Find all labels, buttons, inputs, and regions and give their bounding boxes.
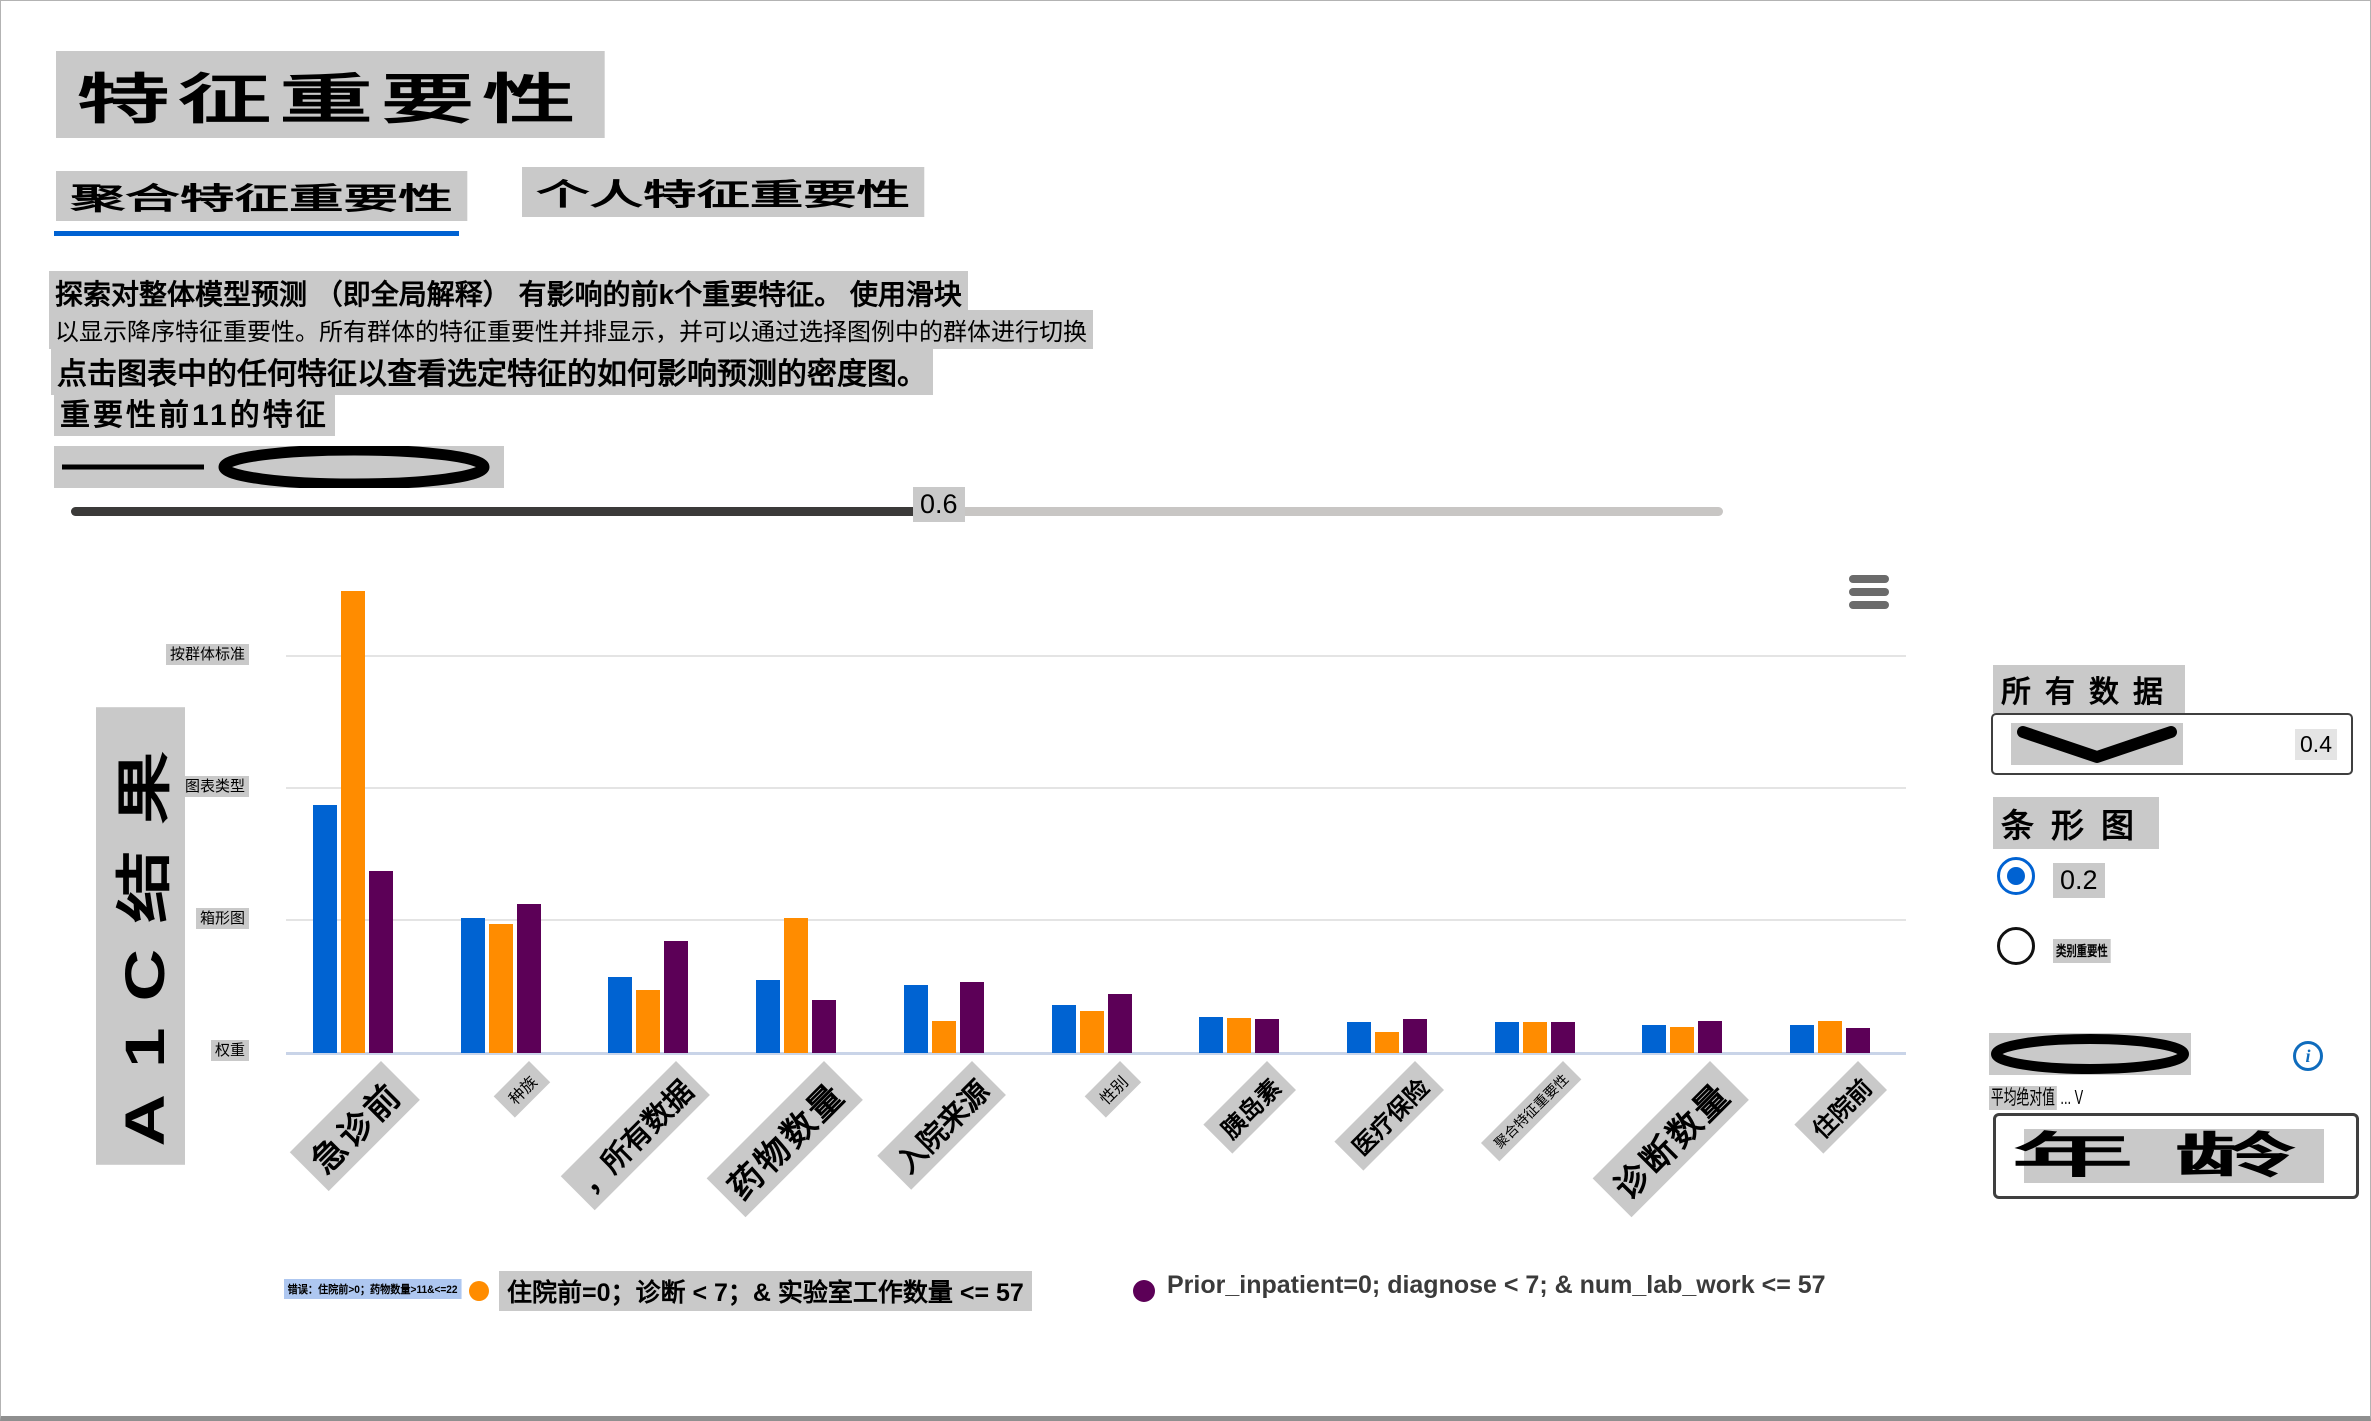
x-label-text[interactable]: 急诊前 [289, 1061, 420, 1192]
x-label-text[interactable]: 诊断数量 [1592, 1061, 1749, 1218]
radio-bar-chart[interactable] [1997, 857, 2035, 895]
x-label-text[interactable]: 聚合特征重要性 [1480, 1061, 1582, 1162]
gridline-0.2 [286, 919, 1906, 921]
bar-chart-plot-area [286, 586, 1906, 1055]
y-tick-label-2: 箱形图 [59, 907, 249, 929]
bar-药物数量-series1[interactable] [756, 980, 780, 1053]
bar-住院前-series3[interactable] [1846, 1028, 1870, 1053]
bar-性别-series2[interactable] [1080, 1011, 1104, 1053]
bar-性别-series1[interactable] [1052, 1005, 1076, 1053]
metric-selector-label[interactable]: 平均绝对值 ... V [1989, 1081, 2083, 1110]
page-title: 特征重要性 [56, 51, 605, 138]
bar-聚合特征重要性-series2[interactable] [1523, 1022, 1547, 1053]
gridline-0.6 [286, 655, 1906, 657]
stretched-ellipse-glyph [1989, 1033, 2191, 1075]
active-tab-underline [54, 231, 459, 236]
bar-医疗保险-series3[interactable] [1403, 1019, 1427, 1053]
legend-dot-purple[interactable] [1133, 1280, 1155, 1302]
slider-fill [71, 507, 923, 516]
chart-type-heading: 条形图 [1993, 797, 2159, 849]
y-tick-label-3: 权重 [59, 1039, 249, 1061]
description-line-2: 以显示降序特征重要性。所有群体的特征重要性并排显示，并可以通过选择图例中的群体进… [49, 310, 1093, 349]
legend-item-error-cohort[interactable]: 错误：住院前>0；药物数量>11&<=22 [284, 1279, 462, 1299]
legend-item-cohort-3[interactable]: Prior_inpatient=0; diagnose < 7; & num_l… [1167, 1271, 1826, 1299]
bar-种族-series3[interactable] [517, 904, 541, 1053]
x-label-text[interactable]: 药物数量 [706, 1061, 863, 1218]
y-tick-label-1: 图表类型 [59, 775, 249, 797]
x-label-text[interactable]: ，所有数据 [560, 1061, 710, 1211]
x-label-text[interactable]: 入院来源 [877, 1061, 1006, 1190]
tab-individual-importance[interactable]: 个人特征重要性 [522, 167, 925, 217]
legend-dot-orange[interactable] [469, 1281, 489, 1301]
metric-label-text: 平均绝对值 [1989, 1086, 2057, 1110]
bar-，所有数据-series1[interactable] [608, 977, 632, 1053]
tab-aggregate-importance[interactable]: 聚合特征重要性 [56, 171, 468, 221]
stretched-dash-ellipse-glyph [54, 444, 504, 490]
x-label-text[interactable]: 胰岛素 [1203, 1061, 1296, 1154]
bar-急诊前-series3[interactable] [369, 871, 393, 1053]
chevron-down-icon [2011, 723, 2183, 765]
description-line-4: 重要性前11的特征 [54, 388, 335, 436]
gridline-0.4 [286, 787, 1906, 789]
bar-聚合特征重要性-series1[interactable] [1495, 1022, 1519, 1053]
bar-胰岛素-series3[interactable] [1255, 1019, 1279, 1053]
bar-住院前-series2[interactable] [1818, 1021, 1842, 1053]
bar-聚合特征重要性-series3[interactable] [1551, 1022, 1575, 1053]
dash-ellipse-icon [62, 444, 490, 490]
description-line-1: 探索对整体模型预测 （即全局解释） 有影响的前k个重要特征。 使用滑块 [49, 271, 968, 315]
x-label-text[interactable]: 住院前 [1794, 1061, 1887, 1154]
x-axis-baseline [286, 1052, 1906, 1055]
dataset-dropdown[interactable]: 0.4 [1991, 713, 2353, 775]
feature-select-box[interactable]: 年龄 [1993, 1113, 2359, 1199]
bar-胰岛素-series1[interactable] [1199, 1017, 1223, 1053]
bar-医疗保险-series2[interactable] [1375, 1032, 1399, 1053]
x-label-text[interactable]: 种族 [493, 1061, 551, 1118]
bar-医疗保险-series1[interactable] [1347, 1022, 1371, 1053]
bar-，所有数据-series2[interactable] [636, 990, 660, 1053]
legend-item-cohort-2[interactable]: 住院前=0；诊断 < 7；& 实验室工作数量 <= 57 [499, 1271, 1032, 1311]
x-label-text[interactable]: 医疗保险 [1334, 1061, 1444, 1171]
y-axis-title: A1C结果 [96, 644, 185, 1229]
y-tick-label-0: 按群体标准 [59, 643, 249, 665]
bar-种族-series2[interactable] [489, 924, 513, 1053]
bar-急诊前-series2[interactable] [341, 591, 365, 1053]
bar-种族-series1[interactable] [461, 918, 485, 1053]
radio-class-importance[interactable] [1997, 927, 2035, 965]
bar-药物数量-series2[interactable] [784, 918, 808, 1053]
bar-，所有数据-series3[interactable] [664, 941, 688, 1053]
bar-性别-series3[interactable] [1108, 994, 1132, 1053]
slider-value-label[interactable]: 0.6 [913, 487, 965, 522]
chart-menu-icon[interactable] [1849, 575, 1889, 609]
bar-住院前-series1[interactable] [1790, 1025, 1814, 1053]
radio-class-importance-label: 类别重要性 [2053, 939, 2111, 963]
radio-bar-chart-label: 0.2 [2053, 863, 2105, 898]
bar-入院来源-series1[interactable] [904, 985, 928, 1053]
top-k-slider[interactable] [71, 507, 1723, 516]
bar-诊断数量-series1[interactable] [1642, 1025, 1666, 1053]
feature-select-text: 年龄 [2011, 1128, 2337, 1183]
bar-药物数量-series3[interactable] [812, 1000, 836, 1053]
bar-胰岛素-series2[interactable] [1227, 1018, 1251, 1053]
bar-诊断数量-series2[interactable] [1670, 1027, 1694, 1053]
bar-诊断数量-series3[interactable] [1698, 1021, 1722, 1053]
dropdown-value: 0.4 [2295, 729, 2337, 760]
bar-入院来源-series3[interactable] [960, 982, 984, 1053]
dataset-heading: 所有数据 [1993, 665, 2185, 713]
bar-急诊前-series1[interactable] [313, 805, 337, 1053]
bar-入院来源-series2[interactable] [932, 1021, 956, 1053]
x-label-text[interactable]: 性别 [1084, 1061, 1142, 1118]
description-line-3: 点击图表中的任何特征以查看选定特征的如何影响预测的密度图。 [51, 347, 933, 395]
metric-label-suffix: ... V [2056, 1087, 2084, 1109]
feature-select-strip: 年龄 [2012, 1128, 2324, 1183]
info-icon[interactable]: i [2293, 1041, 2323, 1071]
